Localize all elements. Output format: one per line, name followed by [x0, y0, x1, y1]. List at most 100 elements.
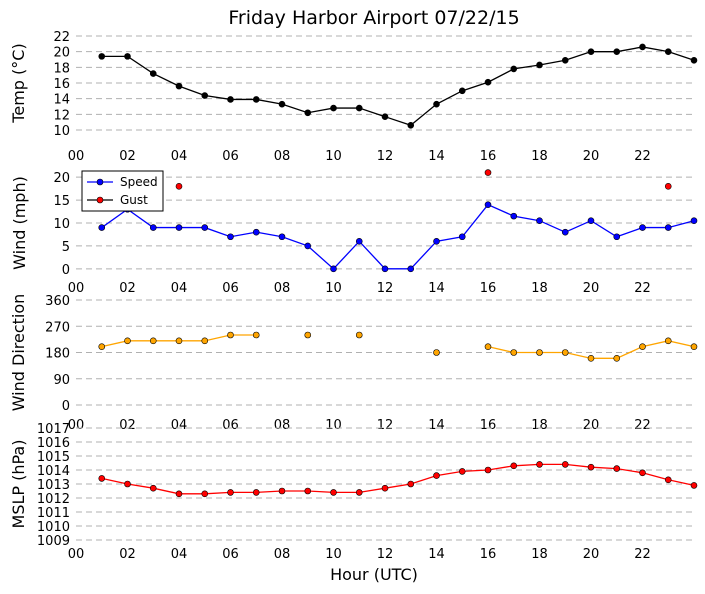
x-tick-label: 18 [531, 418, 548, 433]
x-tick-label: 18 [531, 149, 548, 164]
data-point [587, 355, 595, 362]
data-point [355, 104, 363, 112]
data-point [433, 472, 440, 479]
y-axis-label: MSLP (hPa) [9, 440, 28, 529]
data-point [124, 480, 131, 488]
data-point [690, 343, 698, 350]
data-point [278, 100, 286, 108]
data-point [124, 337, 131, 345]
data-point [304, 487, 312, 495]
x-tick-label: 18 [531, 547, 548, 562]
data-point [587, 463, 595, 471]
data-point [536, 61, 543, 69]
data-point [407, 265, 415, 273]
y-tick-label: 1014 [37, 464, 70, 479]
data-point [433, 100, 440, 108]
y-tick-label: 180 [45, 347, 70, 362]
data-point [304, 109, 312, 117]
y-tick-label: 270 [45, 320, 70, 335]
data-point [561, 228, 569, 236]
x-tick-label: 16 [480, 547, 497, 562]
y-tick-label: 5 [62, 240, 70, 255]
data-point [587, 48, 595, 55]
data-point [613, 465, 621, 472]
y-tick-label: 360 [45, 294, 70, 309]
data-point [355, 331, 363, 339]
x-tick-label: 10 [325, 418, 342, 433]
y-tick-label: 18 [53, 61, 70, 76]
x-tick-label: 08 [274, 547, 291, 562]
data-point [227, 331, 234, 339]
y-tick-label: 1016 [37, 436, 70, 451]
data-point [664, 476, 672, 484]
panel-wind-direction: 0 90 180 270 360 00 02 04 06 08 10 12 14 16 18 20 22 Wind… [9, 294, 698, 433]
y-tick-label: 0 [62, 399, 70, 414]
series-2-0 [98, 331, 698, 362]
series-gust [175, 169, 672, 190]
x-tick-label: 08 [274, 281, 291, 296]
data-point [149, 70, 157, 77]
data-point [639, 469, 646, 477]
data-point [149, 484, 157, 492]
legend: Speed Gust [81, 170, 164, 212]
y-tick-label: 1011 [37, 506, 70, 521]
legend-label: Speed [120, 175, 158, 189]
x-tick-label: 06 [222, 547, 239, 562]
y-tick-label: 1010 [37, 520, 70, 535]
data-point [381, 265, 389, 273]
x-tick-label: 06 [222, 418, 239, 433]
y-tick-label: 1013 [37, 478, 70, 493]
series-3-0 [98, 461, 698, 498]
data-point [201, 490, 209, 498]
y-tick-label: 15 [53, 194, 70, 209]
data-point [98, 343, 106, 350]
data-point [639, 43, 646, 51]
data-point [510, 212, 518, 220]
x-tick-label: 10 [325, 281, 342, 296]
data-point [664, 183, 672, 190]
x-tick-label: 12 [377, 149, 394, 164]
series-speed [98, 201, 698, 273]
data-point [664, 48, 672, 55]
data-point [407, 122, 415, 129]
x-tick-label: 00 [68, 149, 85, 164]
data-point [355, 489, 363, 496]
x-tick-label: 02 [119, 281, 136, 296]
y-tick-label: 10 [53, 217, 70, 232]
y-tick-label: 16 [53, 77, 70, 92]
y-tick-label: 12 [53, 108, 70, 123]
x-tick-label: 02 [119, 149, 136, 164]
panel-wind-mph: 0 5 10 15 20 00 02 04 06 08 10 12 14 16 18 20 22 Wind (mp… [10, 169, 698, 296]
data-point [98, 475, 106, 482]
x-tick-label: 12 [377, 281, 394, 296]
series-line [101, 463, 695, 495]
x-tick-label: 02 [119, 547, 136, 562]
data-point [252, 228, 260, 236]
data-point [484, 169, 492, 176]
x-tick-label: 10 [325, 149, 342, 164]
data-point [639, 224, 646, 231]
series-line [101, 203, 695, 270]
y-tick-label: 20 [53, 171, 70, 186]
x-tick-label: 20 [583, 547, 600, 562]
data-point [613, 233, 621, 241]
legend-marker [96, 178, 104, 186]
x-tick-label: 04 [171, 418, 188, 433]
data-point [664, 224, 672, 231]
legend-label: Gust [120, 193, 148, 207]
data-point [561, 56, 569, 64]
y-axis-label: Temp (°C) [9, 43, 28, 123]
series-0-0 [98, 43, 698, 129]
data-point [124, 53, 131, 60]
data-point [510, 462, 518, 470]
x-tick-label: 12 [377, 547, 394, 562]
x-tick-label: 22 [634, 418, 651, 433]
y-tick-label: 0 [62, 263, 70, 278]
data-point [664, 337, 672, 345]
data-point [201, 337, 209, 345]
x-tick-label: 22 [634, 281, 651, 296]
legend-marker [96, 196, 104, 204]
x-tick-label: 04 [171, 547, 188, 562]
data-point [458, 468, 466, 475]
y-tick-label: 1015 [37, 450, 70, 465]
